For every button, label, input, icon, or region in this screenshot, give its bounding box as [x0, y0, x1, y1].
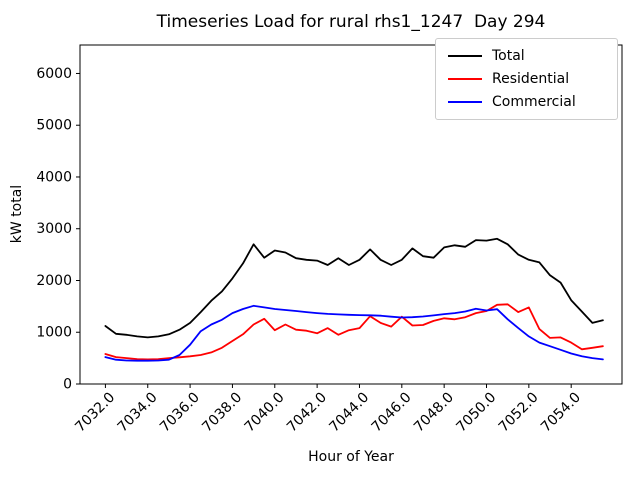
x-tick-label: 7034.0 — [115, 390, 161, 436]
legend-item-total: Total — [448, 49, 613, 63]
line-total — [104, 237, 604, 339]
y-tick-label: 5000 — [36, 118, 72, 134]
legend-label-commercial: Commercial — [492, 94, 576, 111]
legend-item-residential: Residential — [448, 72, 613, 86]
y-tick-label: 2000 — [36, 273, 72, 289]
y-tick-label: 1000 — [36, 325, 72, 341]
x-tick-label: 7048.0 — [411, 390, 457, 436]
x-tick-label: 7036.0 — [157, 390, 203, 436]
x-tick-label: 7040.0 — [242, 390, 288, 436]
y-tick-label: 6000 — [36, 66, 72, 82]
legend: Total Residential Commercial — [435, 38, 618, 120]
x-tick-label: 7032.0 — [72, 390, 118, 436]
x-tick-label: 7042.0 — [284, 390, 330, 436]
x-axis-label: Hour of Year — [308, 449, 394, 465]
legend-line-total-icon — [448, 54, 482, 57]
line-commercial — [104, 304, 604, 362]
y-tick-label: 3000 — [36, 221, 72, 237]
x-tick-label: 7044.0 — [326, 390, 372, 436]
axes-frame — [79, 44, 623, 385]
x-tick-label: 7054.0 — [538, 390, 584, 436]
legend-line-commercial-icon — [448, 101, 482, 104]
x-tick-label: 7046.0 — [369, 390, 415, 436]
chart-title: Timeseries Load for rural rhs1_1247 Day … — [156, 12, 546, 32]
x-tick-label: 7052.0 — [496, 390, 542, 436]
y-tick-label: 4000 — [36, 169, 72, 185]
x-tick-label: 7038.0 — [199, 390, 245, 436]
line-residential — [104, 303, 604, 361]
legend-label-residential: Residential — [492, 70, 570, 87]
legend-line-residential-icon — [448, 77, 482, 80]
legend-item-commercial: Commercial — [448, 95, 613, 109]
y-tick-label: 0 — [63, 377, 72, 393]
legend-label-total: Total — [492, 47, 525, 64]
x-tick-label: 7050.0 — [453, 390, 499, 436]
y-axis-label: kW total — [9, 184, 25, 244]
